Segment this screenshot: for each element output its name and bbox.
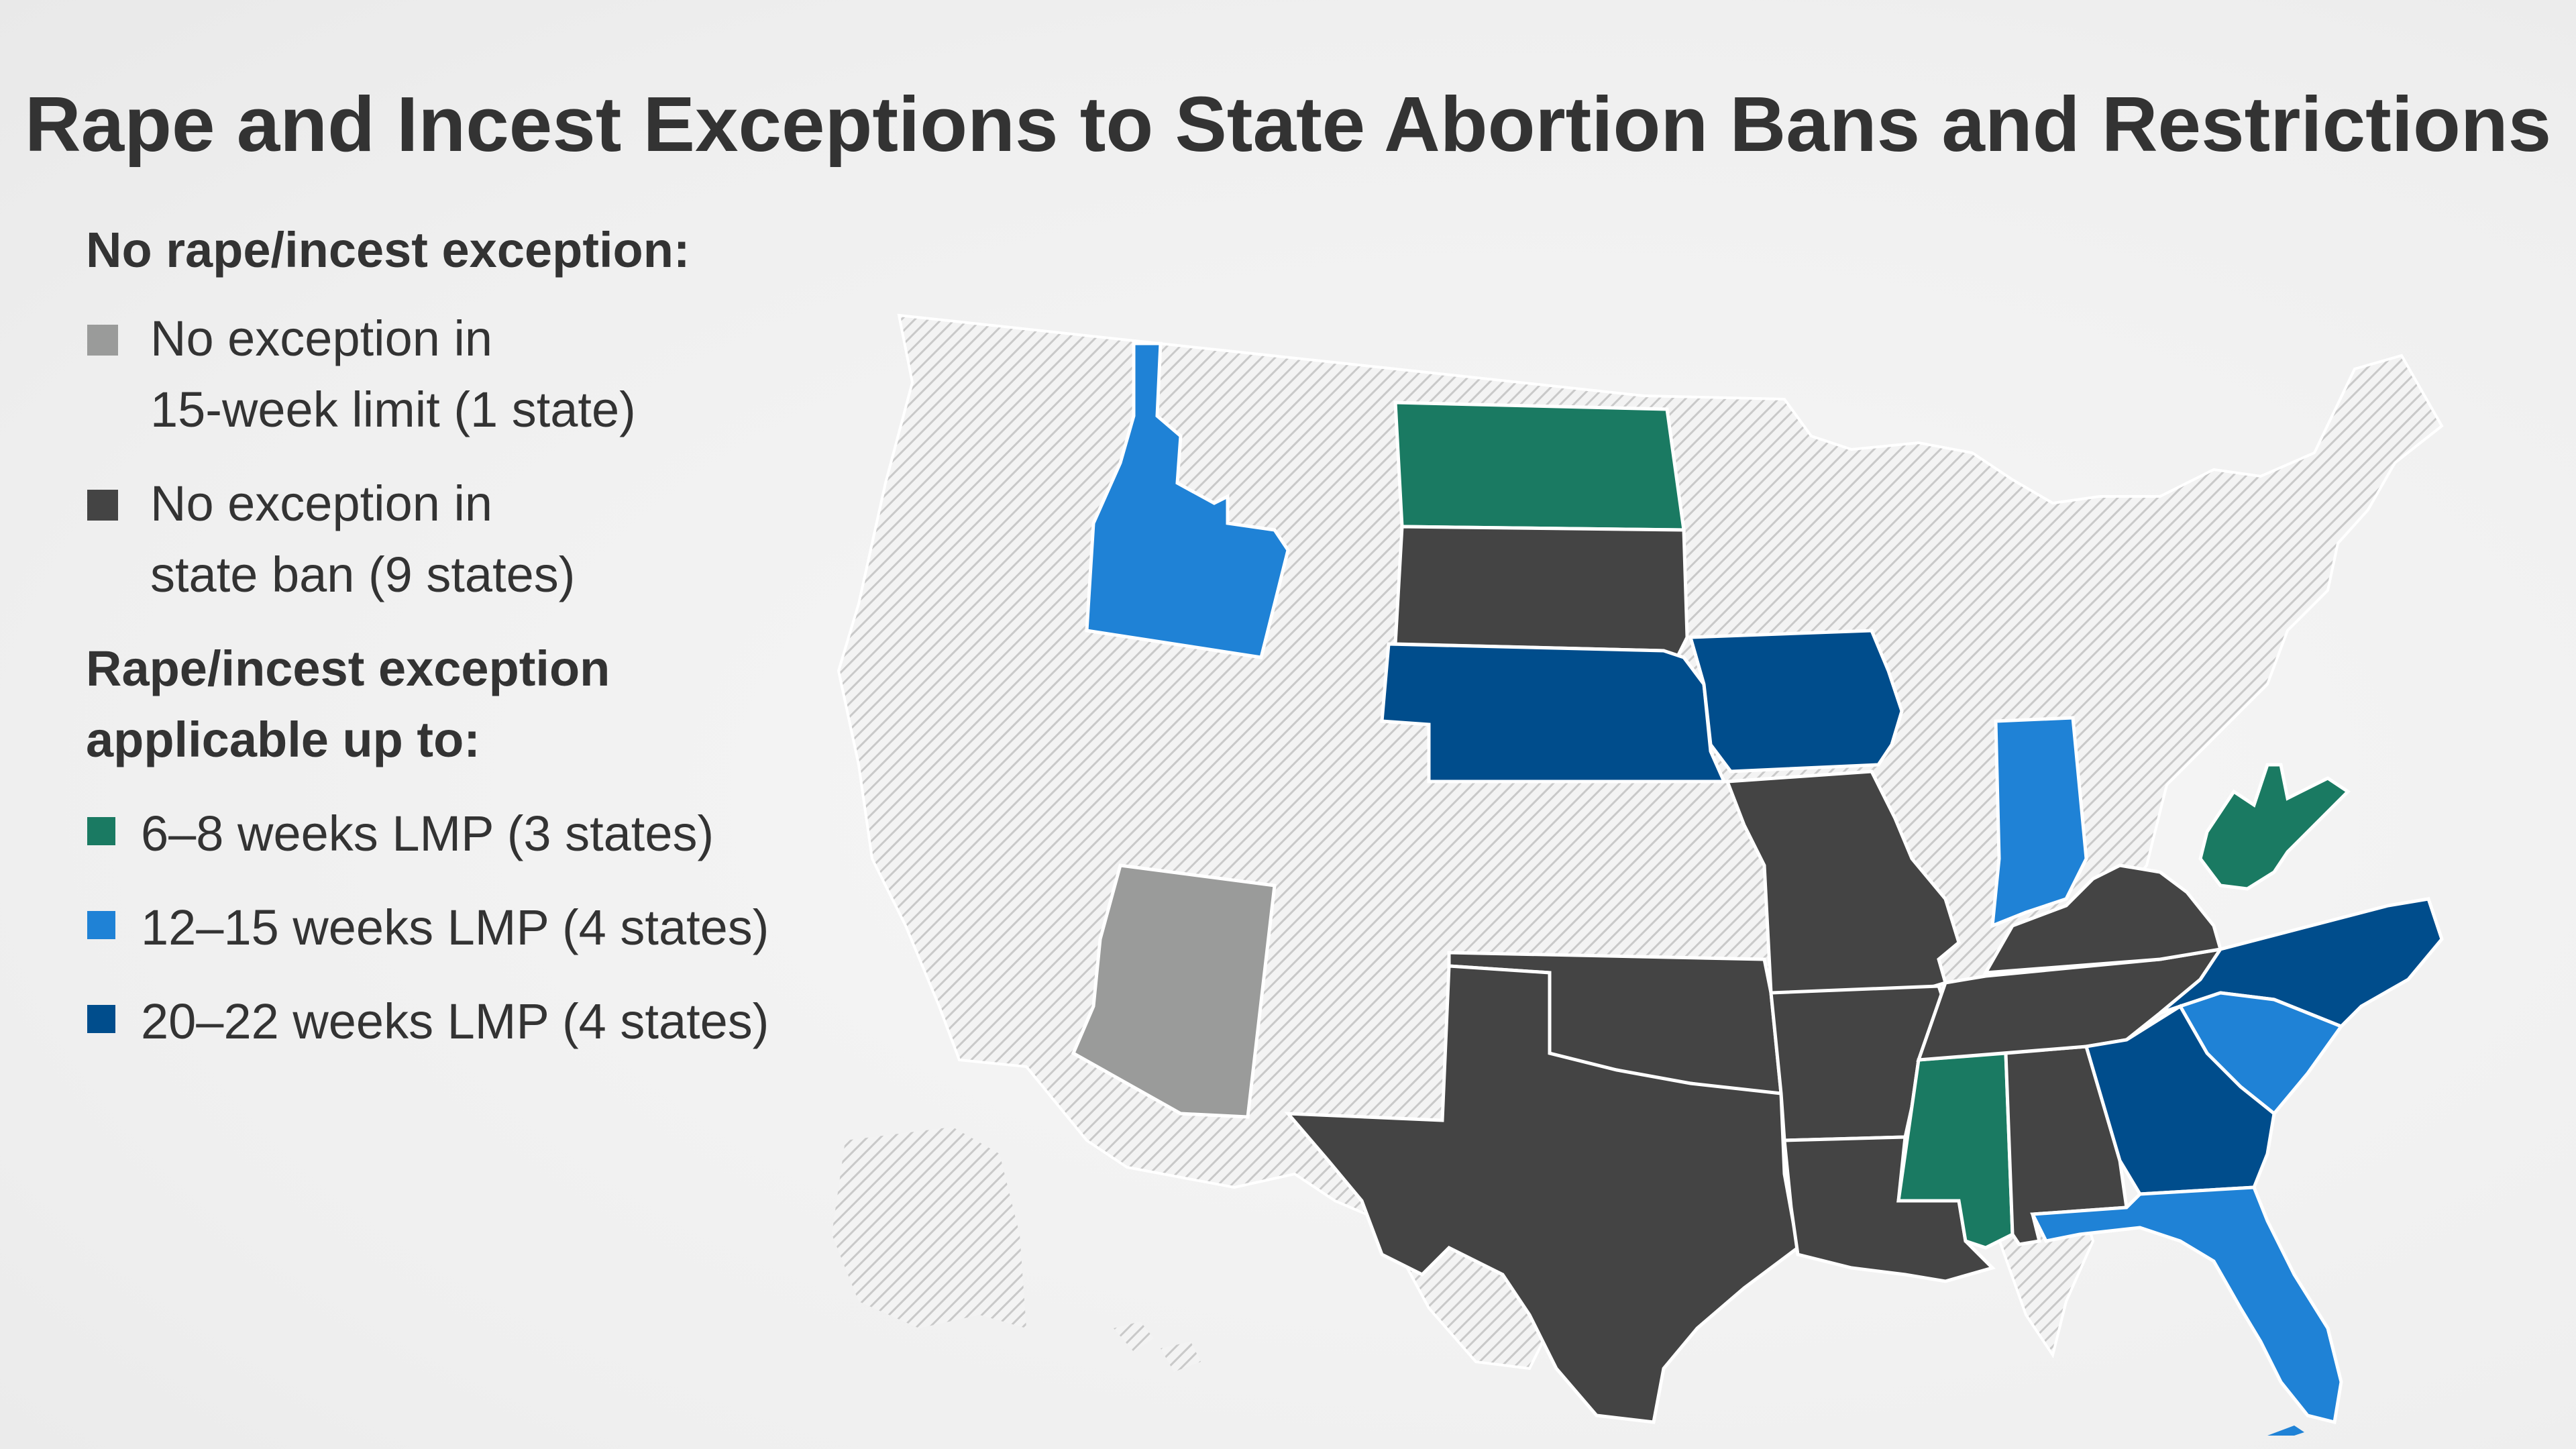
state-west-virginia <box>2198 763 2351 891</box>
state-north-dakota <box>1393 400 1686 532</box>
legend-heading-line1: Rape/incest exception <box>86 641 610 696</box>
florida-keys <box>2267 1426 2304 1436</box>
legend-item-12-15-weeks: 12–15 weeks LMP (4 states) <box>86 892 837 963</box>
hawaii-hatched <box>1114 1322 1201 1372</box>
legend-item-label-line1: No exception in <box>150 476 493 531</box>
state-iowa <box>1688 629 1904 773</box>
state-idaho <box>1085 341 1290 659</box>
page-title: Rape and Incest Exceptions to State Abor… <box>24 80 2552 168</box>
legend-swatch-dark-blue <box>87 1005 115 1033</box>
legend-swatch-green <box>87 817 115 845</box>
legend-heading-no-exception: No rape/incest exception: <box>86 222 690 278</box>
state-missouri <box>1725 769 1961 995</box>
state-florida <box>2030 1185 2343 1425</box>
legend-item-label: 20–22 weeks LMP (4 states) <box>141 994 769 1049</box>
state-texas <box>1284 964 1800 1424</box>
legend-item-6-8-weeks: 6–8 weeks LMP (3 states) <box>86 798 837 869</box>
us-map-svg <box>832 313 2444 1436</box>
us-map <box>805 282 2549 1436</box>
legend-item-label: 12–15 weeks LMP (4 states) <box>141 900 769 955</box>
state-kentucky <box>1982 863 2223 975</box>
state-indiana <box>1990 716 2088 928</box>
legend-swatch-light-blue <box>87 911 115 939</box>
legend-heading-exception: Rape/incest exception applicable up to: <box>86 633 837 775</box>
state-arizona <box>1071 863 1277 1119</box>
legend: No rape/incest exception: No exception i… <box>86 215 837 1057</box>
legend-item-label: 6–8 weeks LMP (3 states) <box>141 806 714 861</box>
legend-item-label-line2: state ban (9 states) <box>150 547 576 602</box>
legend-item-20-22-weeks: 20–22 weeks LMP (4 states) <box>86 986 837 1057</box>
legend-item-15-week-no-exception: No exception in 15-week limit (1 state) <box>86 303 837 445</box>
state-georgia <box>2084 1004 2276 1196</box>
legend-swatch-light-gray <box>87 325 118 356</box>
legend-swatch-dark-gray <box>87 490 118 521</box>
alaska-hatched <box>832 1127 1026 1328</box>
legend-item-label-line2: 15-week limit (1 state) <box>150 382 636 437</box>
legend-heading-line2: applicable up to: <box>86 712 480 767</box>
legend-item-label-line1: No exception in <box>150 311 493 366</box>
legend-item-ban-no-exception: No exception in state ban (9 states) <box>86 468 837 610</box>
state-south-dakota <box>1393 525 1689 660</box>
state-nebraska <box>1380 642 1727 784</box>
